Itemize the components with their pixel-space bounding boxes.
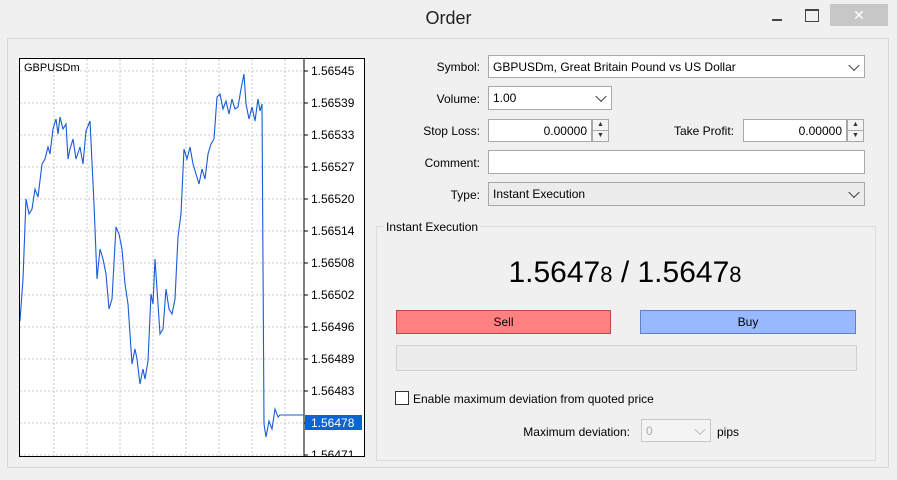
volume-select[interactable]: 1.00 [488,86,612,110]
title-bar: Order ✕ [0,0,897,36]
take-profit-spinner[interactable]: ▲ ▼ [847,119,864,142]
bid-price-pip: 8 [600,262,613,287]
price-axis-label: 1.56545 [311,64,355,78]
symbol-select[interactable]: GBPUSDm, Great Britain Pound vs US Dolla… [488,55,865,78]
max-deviation-label: Maximum deviation: [523,425,630,439]
close-icon: ✕ [853,6,865,23]
price-axis-label: 1.56478 [311,416,355,430]
stop-loss-input[interactable]: 0.00000 [488,119,592,142]
chart-symbol-label: GBPUSDm [24,62,80,74]
price-axis-label: 1.56539 [311,96,355,110]
bid-price-main: 1.5647 [508,256,601,289]
minimize-icon [772,19,782,21]
spin-up-icon[interactable]: ▲ [593,120,608,131]
chevron-down-icon [848,186,860,199]
quote-display: 1.56478 / 1.56478 [376,256,874,290]
price-axis-label: 1.56520 [311,192,355,206]
minimize-button[interactable] [762,4,792,26]
price-axis-label: 1.56489 [311,352,355,366]
pips-label: pips [717,425,740,439]
type-label: Type: [450,188,480,202]
take-profit-label: Take Profit: [673,124,734,138]
price-axis-label: 1.56527 [311,160,355,174]
group-title: Instant Execution [384,220,481,234]
price-line [20,73,304,438]
current-price-marker [305,415,362,430]
chevron-down-icon [595,90,607,103]
max-deviation-checkbox-label[interactable]: Enable maximum deviation from quoted pri… [413,392,654,406]
chevron-down-icon [848,59,860,71]
tick-chart: 1.56545 1.56539 1.56533 1.56527 1.56520 1.565… [19,58,365,457]
type-value: Instant Execution [493,187,586,201]
sell-button[interactable]: Sell [396,310,611,334]
spin-down-icon[interactable]: ▼ [852,132,859,140]
comment-label: Comment: [424,156,480,170]
max-deviation-checkbox[interactable] [395,391,409,405]
ask-price-pip: 8 [729,262,742,287]
spin-down-icon[interactable]: ▼ [597,132,604,140]
max-deviation-value: 0 [646,423,653,438]
execution-progress-bar [396,345,857,371]
take-profit-input[interactable]: 0.00000 [743,119,847,142]
price-axis-label: 1.56514 [311,224,355,238]
price-axis-label: 1.56471 [311,448,355,456]
symbol-label: Symbol: [436,60,480,74]
symbol-value: GBPUSDm, Great Britain Pound vs US Dolla… [493,59,736,74]
buy-button[interactable]: Buy [640,310,856,334]
stop-loss-label: Stop Loss: [423,124,480,138]
chevron-down-icon [694,423,706,435]
maximize-icon [805,8,819,22]
price-axis-label: 1.56508 [311,256,355,270]
ask-price-main: 1.5647 [637,256,730,289]
spin-up-icon[interactable]: ▲ [848,120,863,131]
window-title: Order [425,8,472,28]
type-select[interactable]: Instant Execution [488,182,865,206]
price-axis-label: 1.56502 [311,288,355,302]
max-deviation-select[interactable]: 0 [641,419,711,442]
comment-input[interactable] [488,150,865,174]
price-axis-label: 1.56483 [311,384,355,398]
dialog-body [7,38,889,468]
instant-execution-group [376,226,876,461]
stop-loss-spinner[interactable]: ▲ ▼ [592,119,609,142]
volume-value: 1.00 [493,91,517,105]
close-button[interactable]: ✕ [830,4,888,26]
volume-label: Volume: [436,92,480,106]
maximize-button[interactable] [797,4,827,26]
chart-canvas: 1.56545 1.56539 1.56533 1.56527 1.56520 1.565… [20,59,362,456]
price-axis-label: 1.56496 [311,320,355,334]
price-axis-label: 1.56533 [311,128,355,142]
price-separator: / [612,256,638,289]
